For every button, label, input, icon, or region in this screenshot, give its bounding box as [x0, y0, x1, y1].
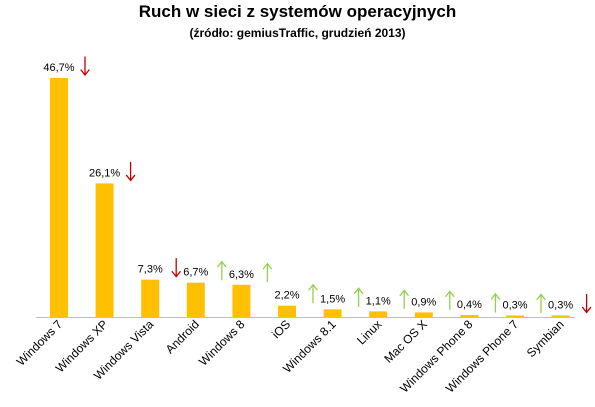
value-label: 0,9% [411, 296, 436, 308]
bar [506, 315, 524, 317]
value-label: 2,2% [274, 290, 299, 302]
trend-up-arrow-icon [445, 290, 455, 311]
value-label: 46,7% [43, 62, 74, 74]
bar [95, 183, 114, 317]
value-label: 0,3% [502, 299, 527, 311]
trend-up-arrow-icon [217, 260, 227, 281]
trend-up-arrow-icon [399, 289, 409, 310]
trend-up-arrow-icon [536, 293, 546, 314]
bar [369, 311, 388, 317]
trend-up-arrow-icon [308, 283, 318, 304]
bar [50, 78, 68, 317]
trend-down-arrow-icon [80, 56, 90, 77]
bar [414, 312, 433, 317]
value-label: 0,4% [457, 299, 482, 311]
value-label: 6,3% [229, 269, 254, 281]
chart-subtitle: (źródło: gemiusTraffic, grudzień 2013) [189, 26, 406, 40]
bar [232, 284, 251, 317]
category-label: Symbian [524, 317, 567, 360]
bar [141, 279, 160, 317]
trend-down-arrow-icon [125, 161, 136, 182]
bar [278, 305, 296, 317]
category-label: Android [163, 317, 202, 356]
category-label: iOS [269, 317, 293, 341]
trend-down-arrow-icon [581, 293, 592, 314]
value-label: 7,3% [138, 264, 163, 276]
value-label: 0,3% [548, 299, 573, 311]
value-label: 26,1% [89, 167, 120, 179]
trend-up-arrow-icon [490, 292, 501, 313]
category-label: Linux [354, 317, 384, 347]
value-label: 1,5% [320, 293, 345, 305]
bar [186, 282, 205, 317]
value-label: 6,7% [183, 267, 208, 279]
value-label: 1,1% [366, 295, 391, 307]
bar [460, 314, 479, 317]
bar [323, 309, 342, 317]
chart-title: Ruch w sieci z systemów operacyjnych [138, 2, 457, 21]
trend-up-arrow-icon [262, 262, 273, 283]
bar [551, 315, 570, 317]
category-label: Windows 8 [196, 317, 248, 369]
category-label: Mac OS X [381, 317, 430, 366]
trend-down-arrow-icon [171, 257, 181, 278]
trend-up-arrow-icon [353, 287, 364, 307]
